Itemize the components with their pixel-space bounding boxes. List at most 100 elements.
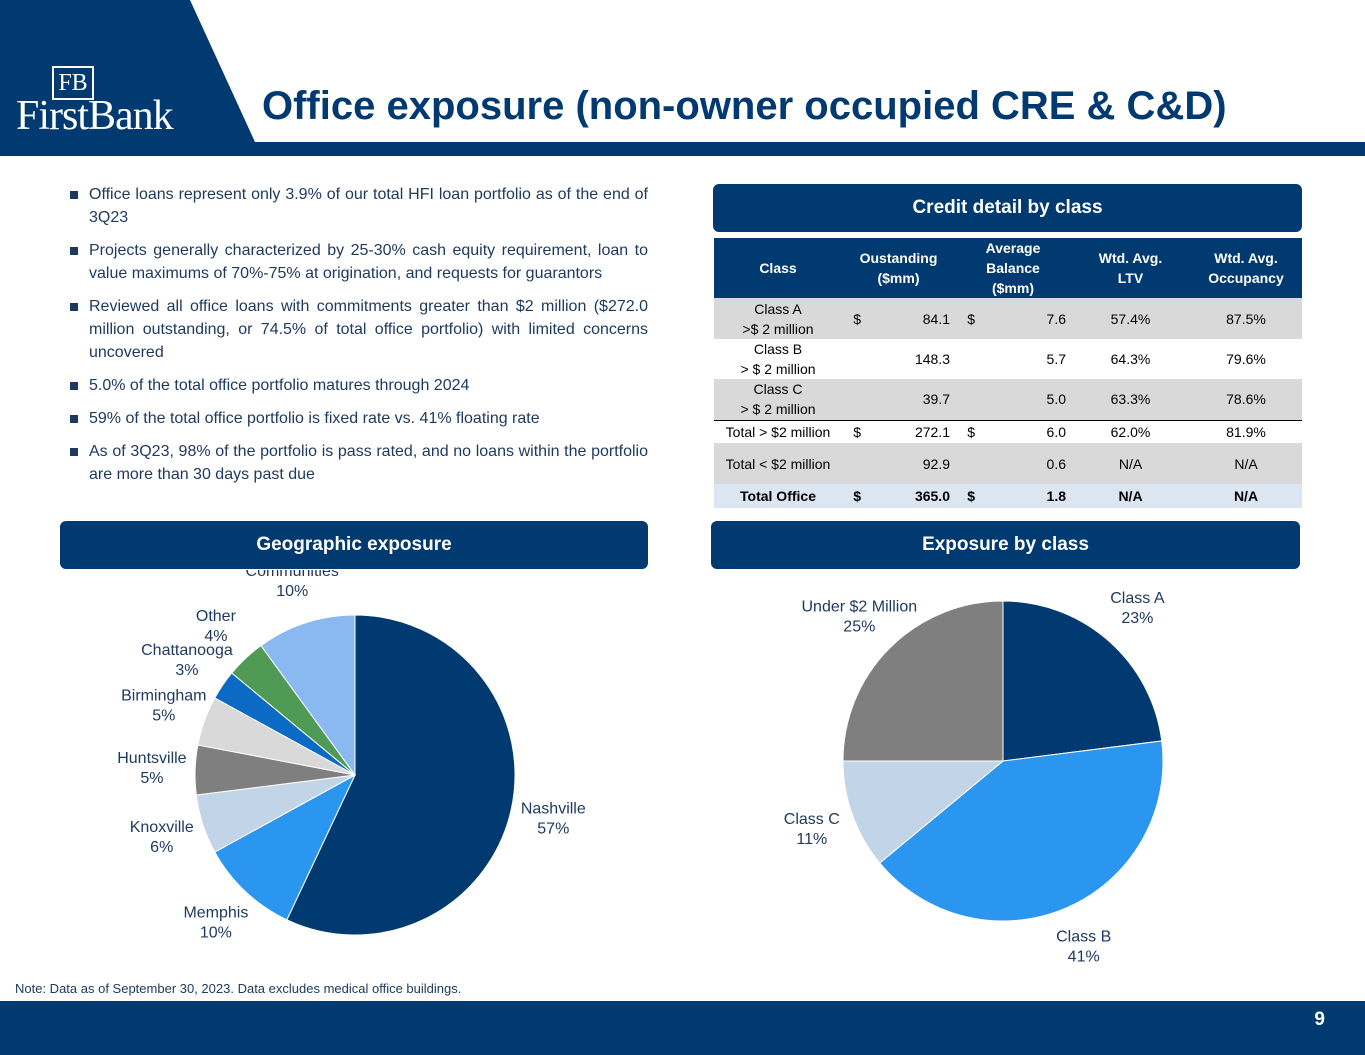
slice-label: Knoxville <box>130 819 194 836</box>
class-line: Class C <box>753 381 803 398</box>
slide-title: Office exposure (non-owner occupied CRE … <box>262 84 1227 128</box>
outstanding-cell: 272.1 <box>914 423 950 440</box>
slice-value-label: 5% <box>152 707 175 724</box>
column-header: Oustanding ($mm) <box>842 238 955 298</box>
slice-value-label: 6% <box>150 839 173 856</box>
currency-cell: $ <box>853 310 861 327</box>
pie-slice <box>842 760 1005 864</box>
class-cell: Class C > $ 2 million <box>714 379 842 420</box>
ltv-cell: 62.0% <box>1110 423 1151 440</box>
footer-band <box>0 1001 1365 1055</box>
currency-cell <box>842 379 866 420</box>
slice-value-label: 23% <box>1121 610 1153 627</box>
header-line: Wtd. Avg. <box>1098 250 1163 266</box>
slice-label: Communities <box>246 570 339 580</box>
column-header: Wtd. Avg. LTV <box>1071 238 1190 298</box>
pie-slice <box>286 614 516 936</box>
slice-label: Class A <box>1110 590 1165 607</box>
header-line: Oustanding <box>859 250 938 266</box>
logo-text: FirstBank <box>16 93 174 139</box>
slice-label: Huntsville <box>117 750 186 767</box>
ltv-cell: 63.3% <box>1110 391 1151 408</box>
slice-value-label: 4% <box>204 628 227 645</box>
currency-cell <box>955 379 980 420</box>
currency-cell <box>955 443 980 484</box>
average-cell: 7.6 <box>1046 310 1066 327</box>
header-line: LTV <box>1117 270 1144 286</box>
table-body: Class A >$ 2 million $84.1 $7.6 57.4% 87.5% Cl… <box>714 298 1302 508</box>
slice-label: Class B <box>1056 929 1111 946</box>
occupancy-cell: 78.6% <box>1226 391 1266 408</box>
bullet: Office loans represent only 3.9% of our … <box>70 183 648 229</box>
currency-cell <box>955 339 980 379</box>
class-line: > $ 2 million <box>740 361 816 377</box>
currency-cell: $ <box>853 423 861 440</box>
class-line: Total < $2 million <box>725 455 831 472</box>
ltv-cell: 57.4% <box>1110 310 1151 327</box>
outstanding-cell: 39.7 <box>922 391 950 408</box>
ltv-cell: 64.3% <box>1110 351 1151 367</box>
slice-value-label: 3% <box>175 662 198 679</box>
header-band <box>0 0 255 142</box>
charts: Nashville 57% Memphis 10% Knoxville 6% Huntsvi… <box>117 570 1165 966</box>
table-row: Class C > $ 2 million 39.7 5.0 63.3% 78.6% <box>714 379 1302 420</box>
logo-mark: FB <box>52 66 94 100</box>
currency-cell: $ <box>853 488 861 504</box>
slice-label: Nashville <box>521 801 586 818</box>
footnote: Note: Data as of September 30, 2023. Dat… <box>15 981 462 996</box>
header-row: Class Oustanding ($mm) Average Balance ($mm) W… <box>714 238 1302 298</box>
bullet: Reviewed all office loans with commitmen… <box>70 295 648 364</box>
slice-value-label: 25% <box>843 619 875 636</box>
class-line: Class B <box>753 341 803 357</box>
bullet: 59% of the total office portfolio is fix… <box>70 407 648 430</box>
class-line: Total > $2 million <box>725 423 831 440</box>
outstanding-cell: 148.3 <box>914 351 950 367</box>
average-cell: 5.0 <box>1046 391 1066 408</box>
slice-value-label: 10% <box>200 924 232 941</box>
header-line: Class <box>759 260 797 276</box>
header-line: Wtd. Avg. <box>1214 250 1278 266</box>
average-cell: 5.7 <box>1046 351 1066 367</box>
class-cell: Total < $2 million <box>714 443 842 484</box>
occupancy-cell: 79.6% <box>1226 351 1266 367</box>
header-line: Occupancy <box>1208 270 1284 286</box>
column-header: Wtd. Avg. Occupancy <box>1190 238 1302 298</box>
outstanding-cell: 365.0 <box>914 488 950 504</box>
header-line: ($mm) <box>877 270 920 286</box>
slice-value-label: 11% <box>796 831 827 848</box>
slice-value-label: 10% <box>276 583 308 600</box>
outstanding-cell: 92.9 <box>922 455 950 472</box>
section-header: Credit detail by class <box>713 184 1302 232</box>
class-cell: Class B > $ 2 million <box>714 339 842 379</box>
pie-slice <box>260 614 356 777</box>
table-row: Total < $2 million 92.9 0.6 N/A N/A <box>714 443 1302 484</box>
credit-table: Class Oustanding ($mm) Average Balance ($mm) W… <box>714 238 1302 508</box>
section-header: Geographic exposure <box>60 521 648 569</box>
average-cell: 6.0 <box>1046 423 1066 440</box>
header-line: Balance <box>986 260 1040 276</box>
currency-cell: $ <box>967 423 975 440</box>
table-row: Total Office $365.0 $1.8 N/A N/A <box>714 484 1302 508</box>
page-number: 9 <box>1314 1009 1325 1030</box>
table-row: Class A >$ 2 million $84.1 $7.6 57.4% 87.5% <box>714 298 1302 339</box>
column-header: Class <box>714 238 842 298</box>
average-cell: 1.8 <box>1046 488 1066 504</box>
slice-label: Memphis <box>183 904 248 921</box>
class-line: Class A <box>754 300 802 317</box>
class-line: >$ 2 million <box>742 320 814 337</box>
class-cell: Total Office <box>714 484 842 508</box>
header-line: Average <box>985 240 1041 256</box>
bullet: As of 3Q23, 98% of the portfolio is pass… <box>70 440 648 486</box>
slice-label: Other <box>196 608 237 625</box>
pie-slice <box>214 773 357 921</box>
ltv-cell: N/A <box>1118 488 1143 504</box>
table-row: Total > $2 million $272.1 $6.0 62.0% 81.9% <box>714 420 1302 443</box>
bullet: Projects generally characterized by 25-3… <box>70 239 648 285</box>
slice-value-label: 5% <box>140 770 163 787</box>
occupancy-cell: N/A <box>1233 488 1259 504</box>
occupancy-cell: 87.5% <box>1226 310 1266 327</box>
slice-label: Chattanooga <box>141 642 233 659</box>
header-rule <box>0 142 1365 156</box>
